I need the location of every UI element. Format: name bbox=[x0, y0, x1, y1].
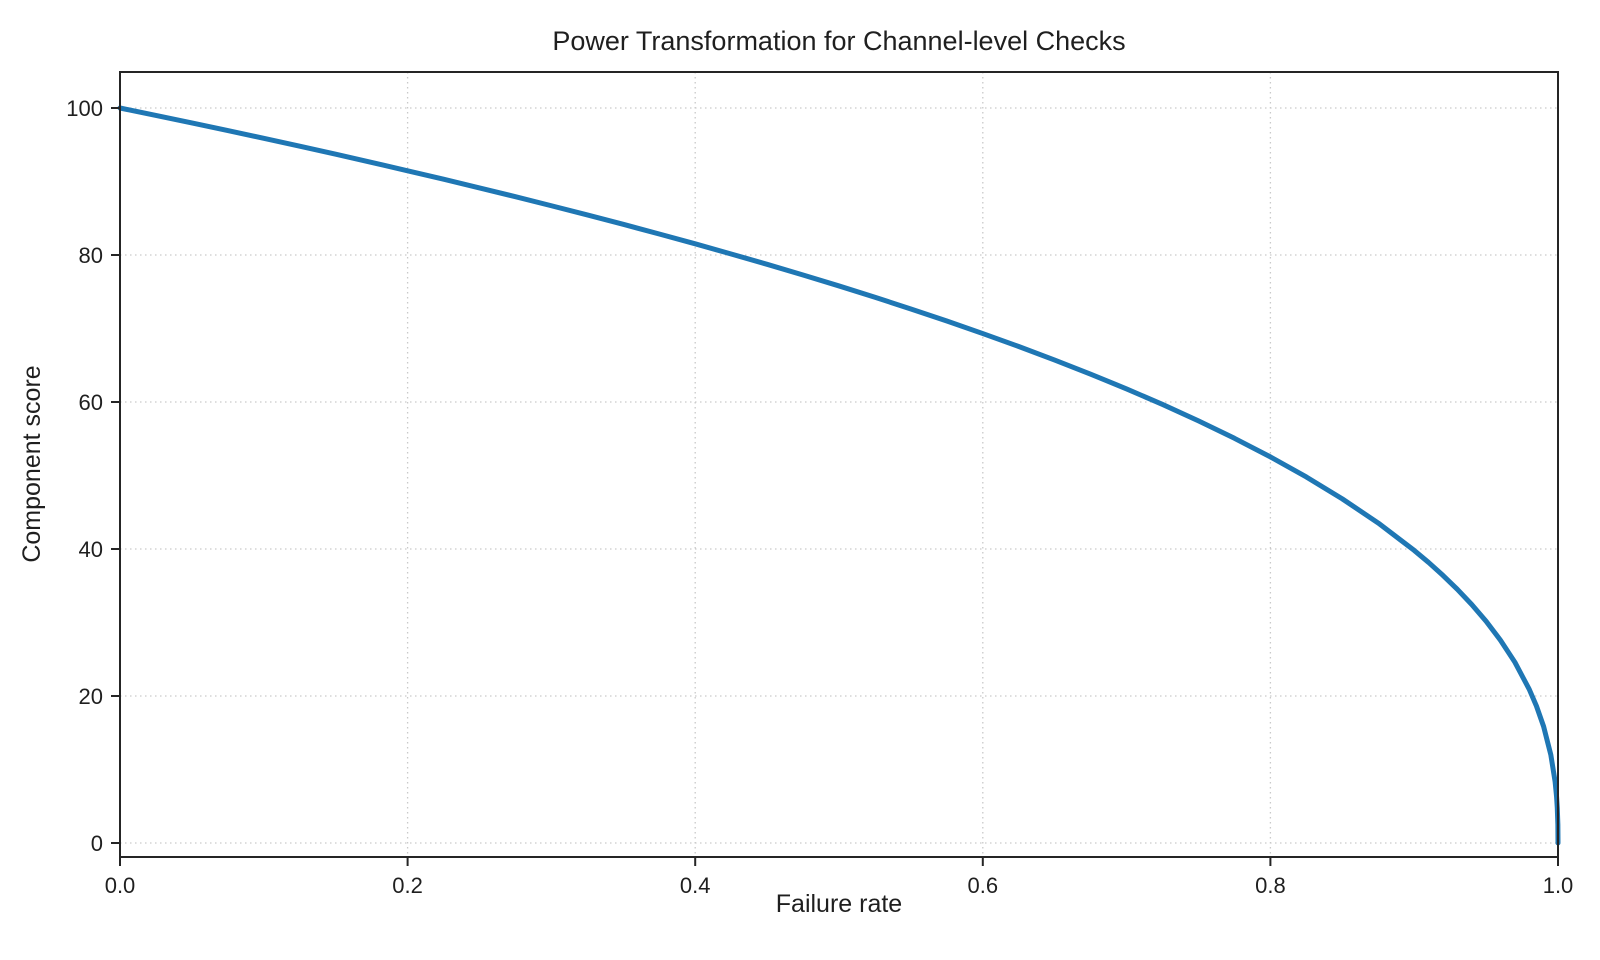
y-tick-label: 40 bbox=[79, 537, 103, 562]
axes-spines bbox=[119, 71, 1559, 858]
x-tick-label: 0.8 bbox=[1255, 873, 1286, 898]
y-axis-label: Component score bbox=[18, 365, 46, 562]
series-line-component-score-curve bbox=[117, 105, 1561, 846]
y-tick-label: 20 bbox=[79, 684, 103, 709]
x-tick-label: 0.6 bbox=[968, 873, 999, 898]
y-tick-label: 0 bbox=[91, 831, 103, 856]
x-tick-label: 1.0 bbox=[1543, 873, 1574, 898]
x-tick-label: 0.4 bbox=[680, 873, 711, 898]
tick-labels: 0.0 0.2 0.4 0.6 0.8 1.0 0 20 40 60 80 100 bbox=[66, 96, 1573, 898]
x-tick-label: 0.0 bbox=[105, 873, 136, 898]
x-axis-label: Failure rate bbox=[776, 890, 902, 918]
y-tick-label: 80 bbox=[79, 243, 103, 268]
tick-marks bbox=[111, 107, 1559, 866]
y-tick-label: 60 bbox=[79, 390, 103, 415]
plot-area bbox=[120, 72, 1558, 857]
chart-title: Power Transformation for Channel-level C… bbox=[552, 26, 1125, 56]
series-group bbox=[117, 105, 1561, 846]
y-tick-label: 100 bbox=[66, 96, 103, 121]
x-tick-label: 0.2 bbox=[392, 873, 423, 898]
